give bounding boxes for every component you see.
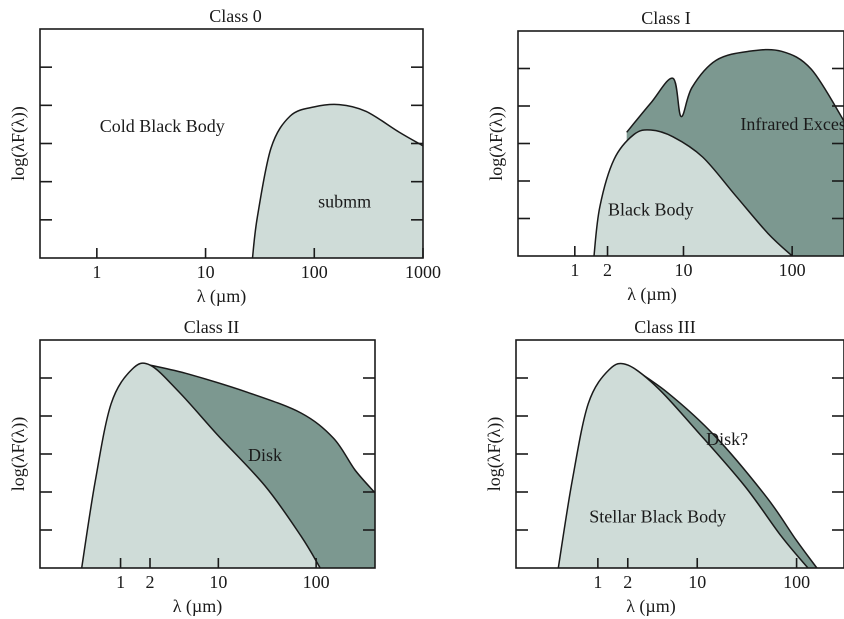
panel-class-0-areas xyxy=(251,103,423,258)
panel-class-ii-xtick-label: 10 xyxy=(209,572,227,592)
panel-class-i-light-area xyxy=(594,129,793,256)
panel-class-ii-light-curve xyxy=(80,362,321,568)
panel-class-iii-xtick-label: 2 xyxy=(623,572,632,592)
panel-class-i-annotation-0: Infrared Excess xyxy=(740,114,844,134)
panel-class-0-title: Class 0 xyxy=(209,6,262,26)
panel-class-0-light-curve xyxy=(251,103,423,258)
panel-class-ii-xtick-label: 100 xyxy=(303,572,330,592)
panel-class-0-annotation-1: submm xyxy=(318,192,371,212)
panel-class-iii-title: Class III xyxy=(634,317,696,337)
panel-class-iii-xtick-label: 10 xyxy=(688,572,706,592)
panel-class-i-xtick-label: 2 xyxy=(603,260,612,280)
panel-class-iii: 1 2 10 100 Class III λ (µm) log(λF(λ)) Disk? Ste… xyxy=(484,317,844,617)
panel-class-0-ylabel: log(λF(λ)) xyxy=(8,106,29,180)
panel-class-iii-annotation-1: Stellar Black Body xyxy=(589,506,726,526)
panel-class-iii-light-area xyxy=(558,363,808,568)
panel-class-ii: 1 2 10 100 Class II λ (µm) log(λF(λ)) Disk xyxy=(8,317,376,617)
panel-class-0: 1 10 100 1000 Class 0 λ (µm) log(λF(λ)) Cold Bl… xyxy=(8,6,441,307)
panel-class-iii-xtick-label: 1 xyxy=(593,572,602,592)
panel-class-0-xtick-label: 10 xyxy=(197,262,215,282)
panel-class-ii-ylabel: log(λF(λ)) xyxy=(8,417,29,491)
panel-class-i-xtick-label: 1 xyxy=(570,260,579,280)
panel-class-iii-xtick-label: 100 xyxy=(783,572,810,592)
panel-class-0-xtick-label: 1000 xyxy=(405,262,441,282)
panel-class-iii-xlabel: λ (µm) xyxy=(626,596,676,617)
panel-class-ii-xtick-label: 1 xyxy=(116,572,125,592)
panel-class-0-xtick-label: 100 xyxy=(301,262,328,282)
panel-class-i-xtick-label: 10 xyxy=(674,260,692,280)
panel-class-ii-xlabel: λ (µm) xyxy=(173,596,223,617)
panel-class-i-annotation-1: Black Body xyxy=(608,200,694,220)
panel-class-0-annotation-0: Cold Black Body xyxy=(100,116,225,136)
panel-class-i: 1 2 10 100 Class I λ (µm) log(λF(λ)) Infrared E… xyxy=(486,8,844,305)
panel-class-iii-ylabel: log(λF(λ)) xyxy=(484,417,505,491)
panel-class-ii-title: Class II xyxy=(184,317,240,337)
panel-class-i-xtick-label: 100 xyxy=(779,260,806,280)
panel-class-ii-xtick-label: 2 xyxy=(145,572,154,592)
panel-class-iii-dark-curve xyxy=(627,364,818,568)
panel-class-ii-areas xyxy=(80,362,375,568)
panel-class-0-xtick-label: 1 xyxy=(92,262,101,282)
panel-class-ii-annotation-0: Disk xyxy=(248,445,282,465)
panel-class-i-ylabel: log(λF(λ)) xyxy=(486,106,507,180)
panel-class-i-light-curve xyxy=(593,129,793,256)
panel-class-ii-light-area xyxy=(81,363,321,568)
panel-class-iii-annotation-0: Disk? xyxy=(706,429,748,449)
panel-class-i-areas xyxy=(593,48,844,256)
panel-class-iii-light-curve xyxy=(557,362,809,568)
panel-class-i-dark-curve xyxy=(626,48,844,133)
panel-class-iii-areas xyxy=(557,362,818,568)
panel-class-0-light-area xyxy=(252,104,423,258)
panel-class-i-xlabel: λ (µm) xyxy=(627,284,677,305)
panel-class-ii-dark-curve xyxy=(149,364,375,494)
panel-class-i-title: Class I xyxy=(641,8,691,28)
panel-class-0-xlabel: λ (µm) xyxy=(197,286,247,307)
